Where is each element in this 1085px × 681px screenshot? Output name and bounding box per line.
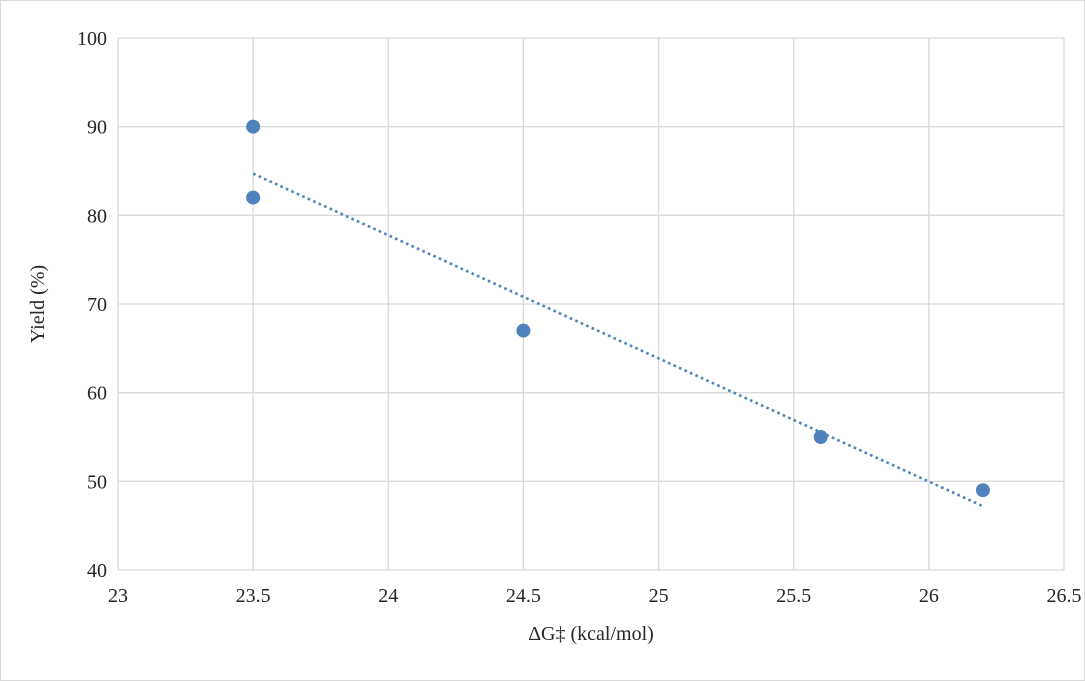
y-tick-label: 60 [87, 383, 107, 405]
x-axis-title: ΔG‡ (kcal/mol) [528, 623, 654, 645]
x-tick-labels: 23 23.5 24 24.5 25 25.5 26 26.5 [108, 585, 1082, 607]
x-tick-label: 25.5 [776, 585, 811, 607]
data-point [975, 483, 990, 498]
y-tick-label: 50 [87, 471, 107, 493]
x-tick-label: 24 [378, 585, 398, 607]
data-point [246, 119, 261, 134]
data-point [246, 190, 261, 205]
y-tick-label: 80 [87, 205, 107, 227]
data-points [246, 119, 990, 498]
data-point [516, 323, 531, 338]
x-tick-label: 25 [649, 585, 669, 607]
x-tick-label: 23 [108, 585, 128, 607]
trendline-layer [252, 172, 984, 508]
y-tick-label: 90 [87, 117, 107, 139]
x-tick-label: 24.5 [506, 585, 541, 607]
data-point [813, 430, 828, 444]
x-tick-label: 26.5 [1047, 585, 1082, 607]
y-tick-labels: 40 50 60 70 80 90 100 [77, 28, 107, 582]
x-tick-label: 23.5 [236, 585, 271, 607]
gridlines [117, 37, 1065, 571]
trendline [252, 172, 984, 508]
y-axis-title: Yield (%) [27, 265, 49, 343]
y-tick-label: 70 [87, 294, 107, 316]
y-tick-label: 40 [87, 560, 107, 582]
x-tick-label: 26 [919, 585, 939, 607]
y-tick-label: 100 [77, 28, 107, 50]
